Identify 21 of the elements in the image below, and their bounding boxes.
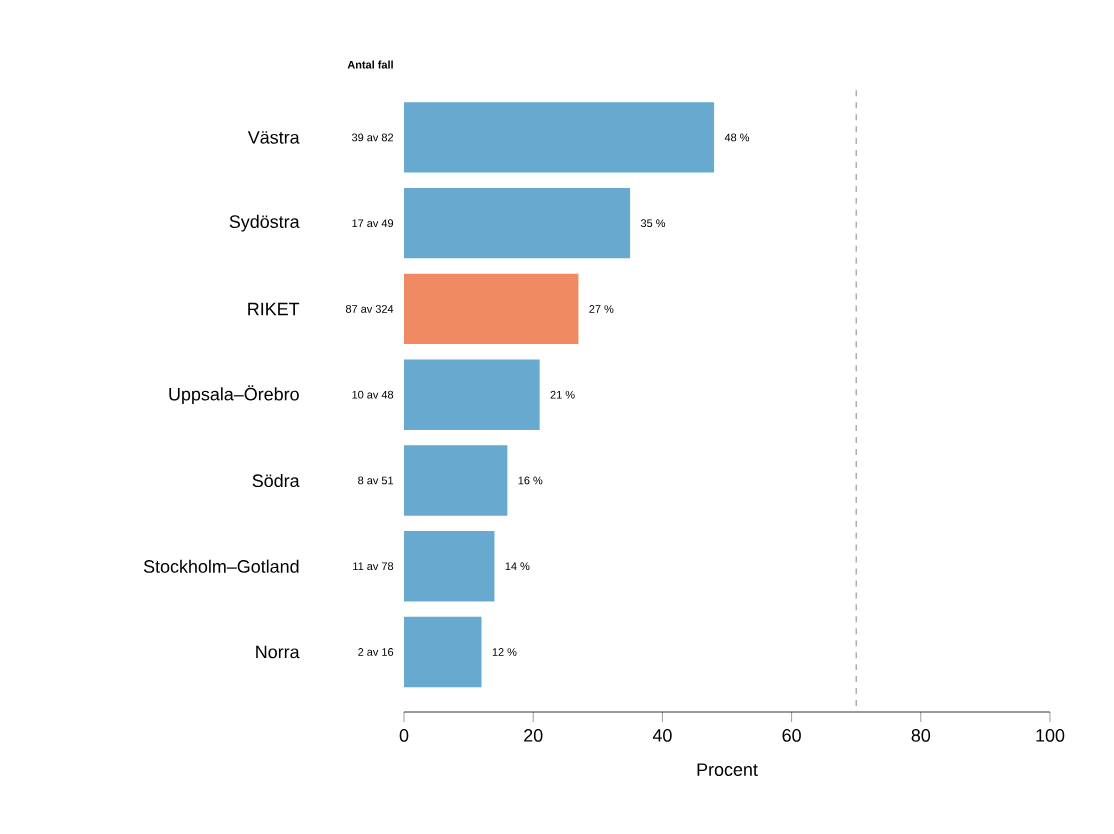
y-tick-label: Stockholm–Gotland: [143, 559, 299, 573]
bar: [404, 445, 508, 516]
x-tick-label: 20: [524, 729, 543, 742]
x-axis-title: Procent: [697, 763, 758, 776]
x-tick-label: 80: [911, 729, 931, 742]
y-tick-label: Norra: [256, 645, 300, 659]
y-tick-label: Västra: [247, 131, 300, 144]
x-tick-label: 100: [1036, 729, 1065, 742]
y-tick-label: Södra: [252, 473, 300, 488]
bar: [404, 273, 579, 345]
x-tick-label: 60: [782, 729, 801, 742]
bar: [404, 531, 495, 602]
bar: [404, 188, 631, 259]
x-tick-label: 0: [399, 729, 409, 742]
y-tick-label: RIKET: [248, 302, 300, 316]
bar: [404, 359, 540, 430]
bar: [404, 102, 715, 173]
x-tick-label: 40: [652, 729, 672, 742]
y-tick-label: Sydöstra: [229, 214, 300, 232]
y-tick-label: Uppsala–Örebro: [169, 385, 299, 405]
bar: [404, 616, 482, 688]
